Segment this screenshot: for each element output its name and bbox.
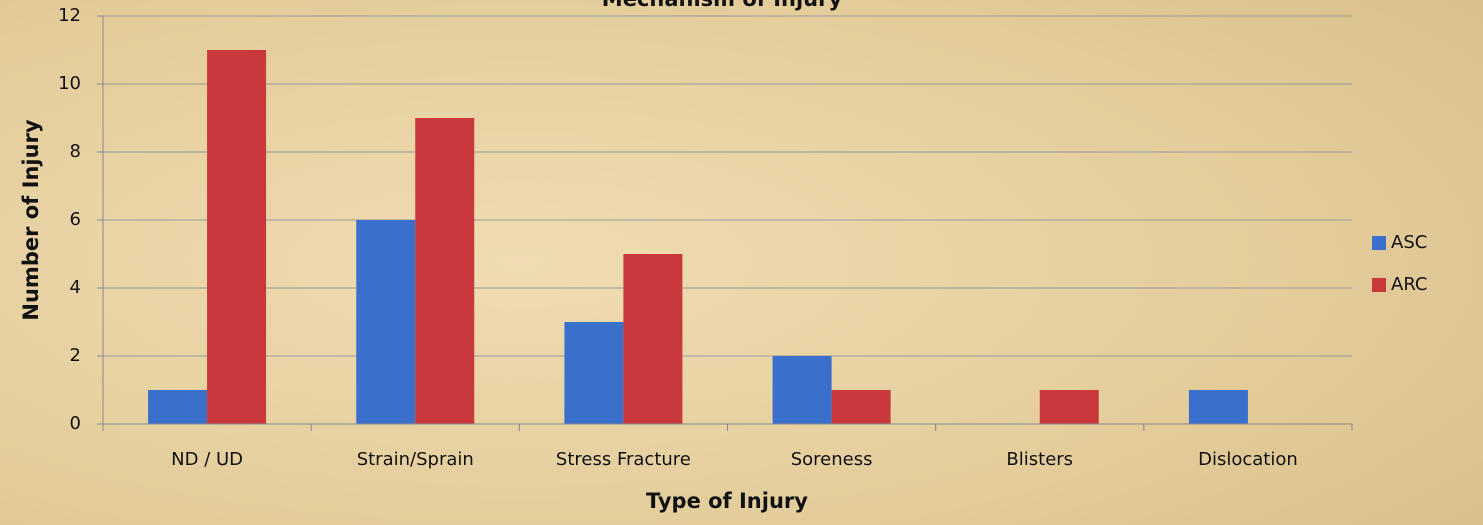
- bar: [832, 390, 891, 424]
- x-tick-label: Stress Fracture: [556, 449, 691, 470]
- x-tick-label: Soreness: [791, 449, 873, 470]
- x-tick-label: Strain/Sprain: [357, 449, 474, 470]
- y-tick-label: 0: [70, 413, 81, 434]
- y-tick-label: 10: [58, 73, 81, 94]
- bar: [773, 356, 832, 424]
- page: {"chart_data": {"type": "bar", "title": …: [0, 0, 1483, 525]
- legend-label: ARC: [1391, 274, 1428, 295]
- bar: [1040, 390, 1099, 424]
- x-tick-label: Dislocation: [1198, 449, 1298, 470]
- bar: [356, 220, 415, 424]
- legend-swatch: [1372, 278, 1386, 292]
- bar: [207, 50, 266, 424]
- chart-title: Mechanism of Injury: [602, 0, 843, 11]
- y-tick-label: 2: [70, 345, 81, 366]
- chart: Mechanism of Injury Type of Injury Numbe…: [0, 0, 1483, 525]
- y-tick-label: 4: [70, 277, 81, 298]
- x-tick-label: Blisters: [1006, 449, 1073, 470]
- bar: [623, 254, 682, 424]
- bar: [415, 118, 474, 424]
- y-tick-label: 8: [70, 141, 81, 162]
- y-tick-label: 12: [58, 5, 81, 26]
- legend-swatch: [1372, 236, 1386, 250]
- bar: [1189, 390, 1248, 424]
- legend-label: ASC: [1391, 232, 1427, 253]
- y-tick-label: 6: [70, 209, 81, 230]
- x-tick-label: ND / UD: [171, 449, 243, 470]
- bar: [148, 390, 207, 424]
- y-axis-title: Number of Injury: [19, 119, 43, 320]
- bar: [564, 322, 623, 424]
- x-axis-title: Type of Injury: [646, 489, 808, 513]
